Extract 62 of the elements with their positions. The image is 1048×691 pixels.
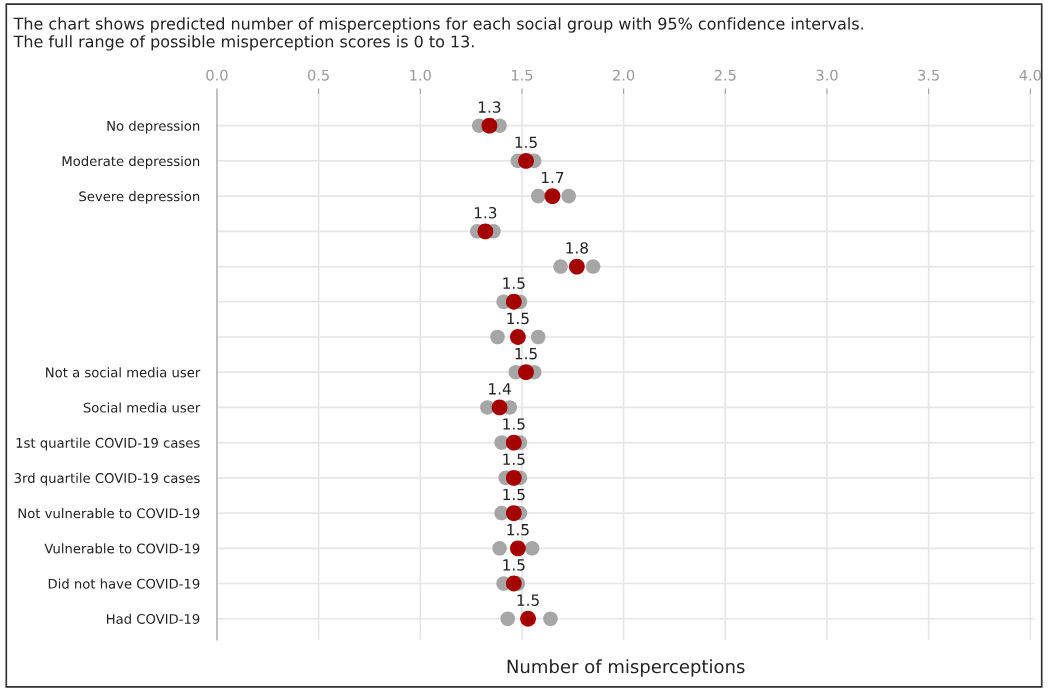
x-axis-title: Number of misperceptions [507,659,745,677]
y-tick-label: Vulnerable to COVID-19 [44,543,200,554]
x-tick-label: 0.0 [206,69,228,81]
data-label: 1.5 [503,488,525,501]
point [505,575,522,592]
x-tick-label: 1.0 [410,69,431,81]
point [500,611,515,627]
point [505,469,522,486]
point [509,329,526,345]
y-tick-label: Had COVID-19 [106,613,200,624]
y-tick-label: 1st quartile COVID-19 cases [16,437,200,451]
point [568,258,585,275]
point [553,259,568,274]
y-tick-label: Moderate depression [62,155,200,169]
data-label: 1.4 [489,383,511,395]
data-label: 1.3 [474,206,497,219]
data-label: 1.5 [503,559,525,571]
y-tick-label: Social media user [83,402,201,413]
data-label: 1.5 [515,348,537,360]
point [491,399,508,416]
point [530,188,546,204]
data-label: 1.8 [566,242,588,254]
point [585,259,601,274]
chart-title: The chart shows predicted number of misperceptions for each social group with 95% confidence intervals. The full range of possible misperception scores is 0 to 13. [13,17,863,51]
y-tick-label: Severe depression [79,191,200,204]
point [520,610,536,627]
y-tick-label: Did not have COVID-19 [48,578,200,589]
data-label: 1.3 [478,101,501,113]
x-tick-label: 4.0 [1019,69,1041,81]
data-label: 1.5 [515,136,537,149]
point [524,541,540,556]
point [505,434,522,451]
y-tick-label: Not vulnerable to COVID-19 [18,508,200,519]
x-tick-label: 3.5 [918,69,939,81]
data-label: 1.5 [517,594,539,606]
y-tick-label: 3rd quartile COVID-19 cases [14,472,200,486]
point [544,188,561,205]
x-tick-label: 1.5 [511,69,533,81]
point [490,329,505,345]
point [518,364,534,381]
x-tick-label: 0.5 [307,69,329,81]
point [481,117,498,134]
point [518,152,534,169]
point [509,540,526,557]
point [505,505,522,521]
x-tick-label: 2.0 [613,69,635,81]
y-tick-label: Not a social media user [46,367,201,378]
data-label: 1.5 [503,277,525,289]
y-tick-label: No depression [107,120,200,134]
point [477,223,494,240]
data-label: 1.5 [507,312,529,325]
point [561,188,576,204]
point [530,329,546,345]
data-label: 1.5 [503,453,525,466]
data-label: 1.5 [503,418,525,430]
point [543,611,558,627]
data-label: 1.5 [507,524,529,536]
data-label: 1.7 [541,171,564,184]
point [505,293,522,310]
point [492,541,507,556]
x-tick-label: 3.0 [816,69,838,81]
x-tick-label: 2.5 [714,69,736,81]
